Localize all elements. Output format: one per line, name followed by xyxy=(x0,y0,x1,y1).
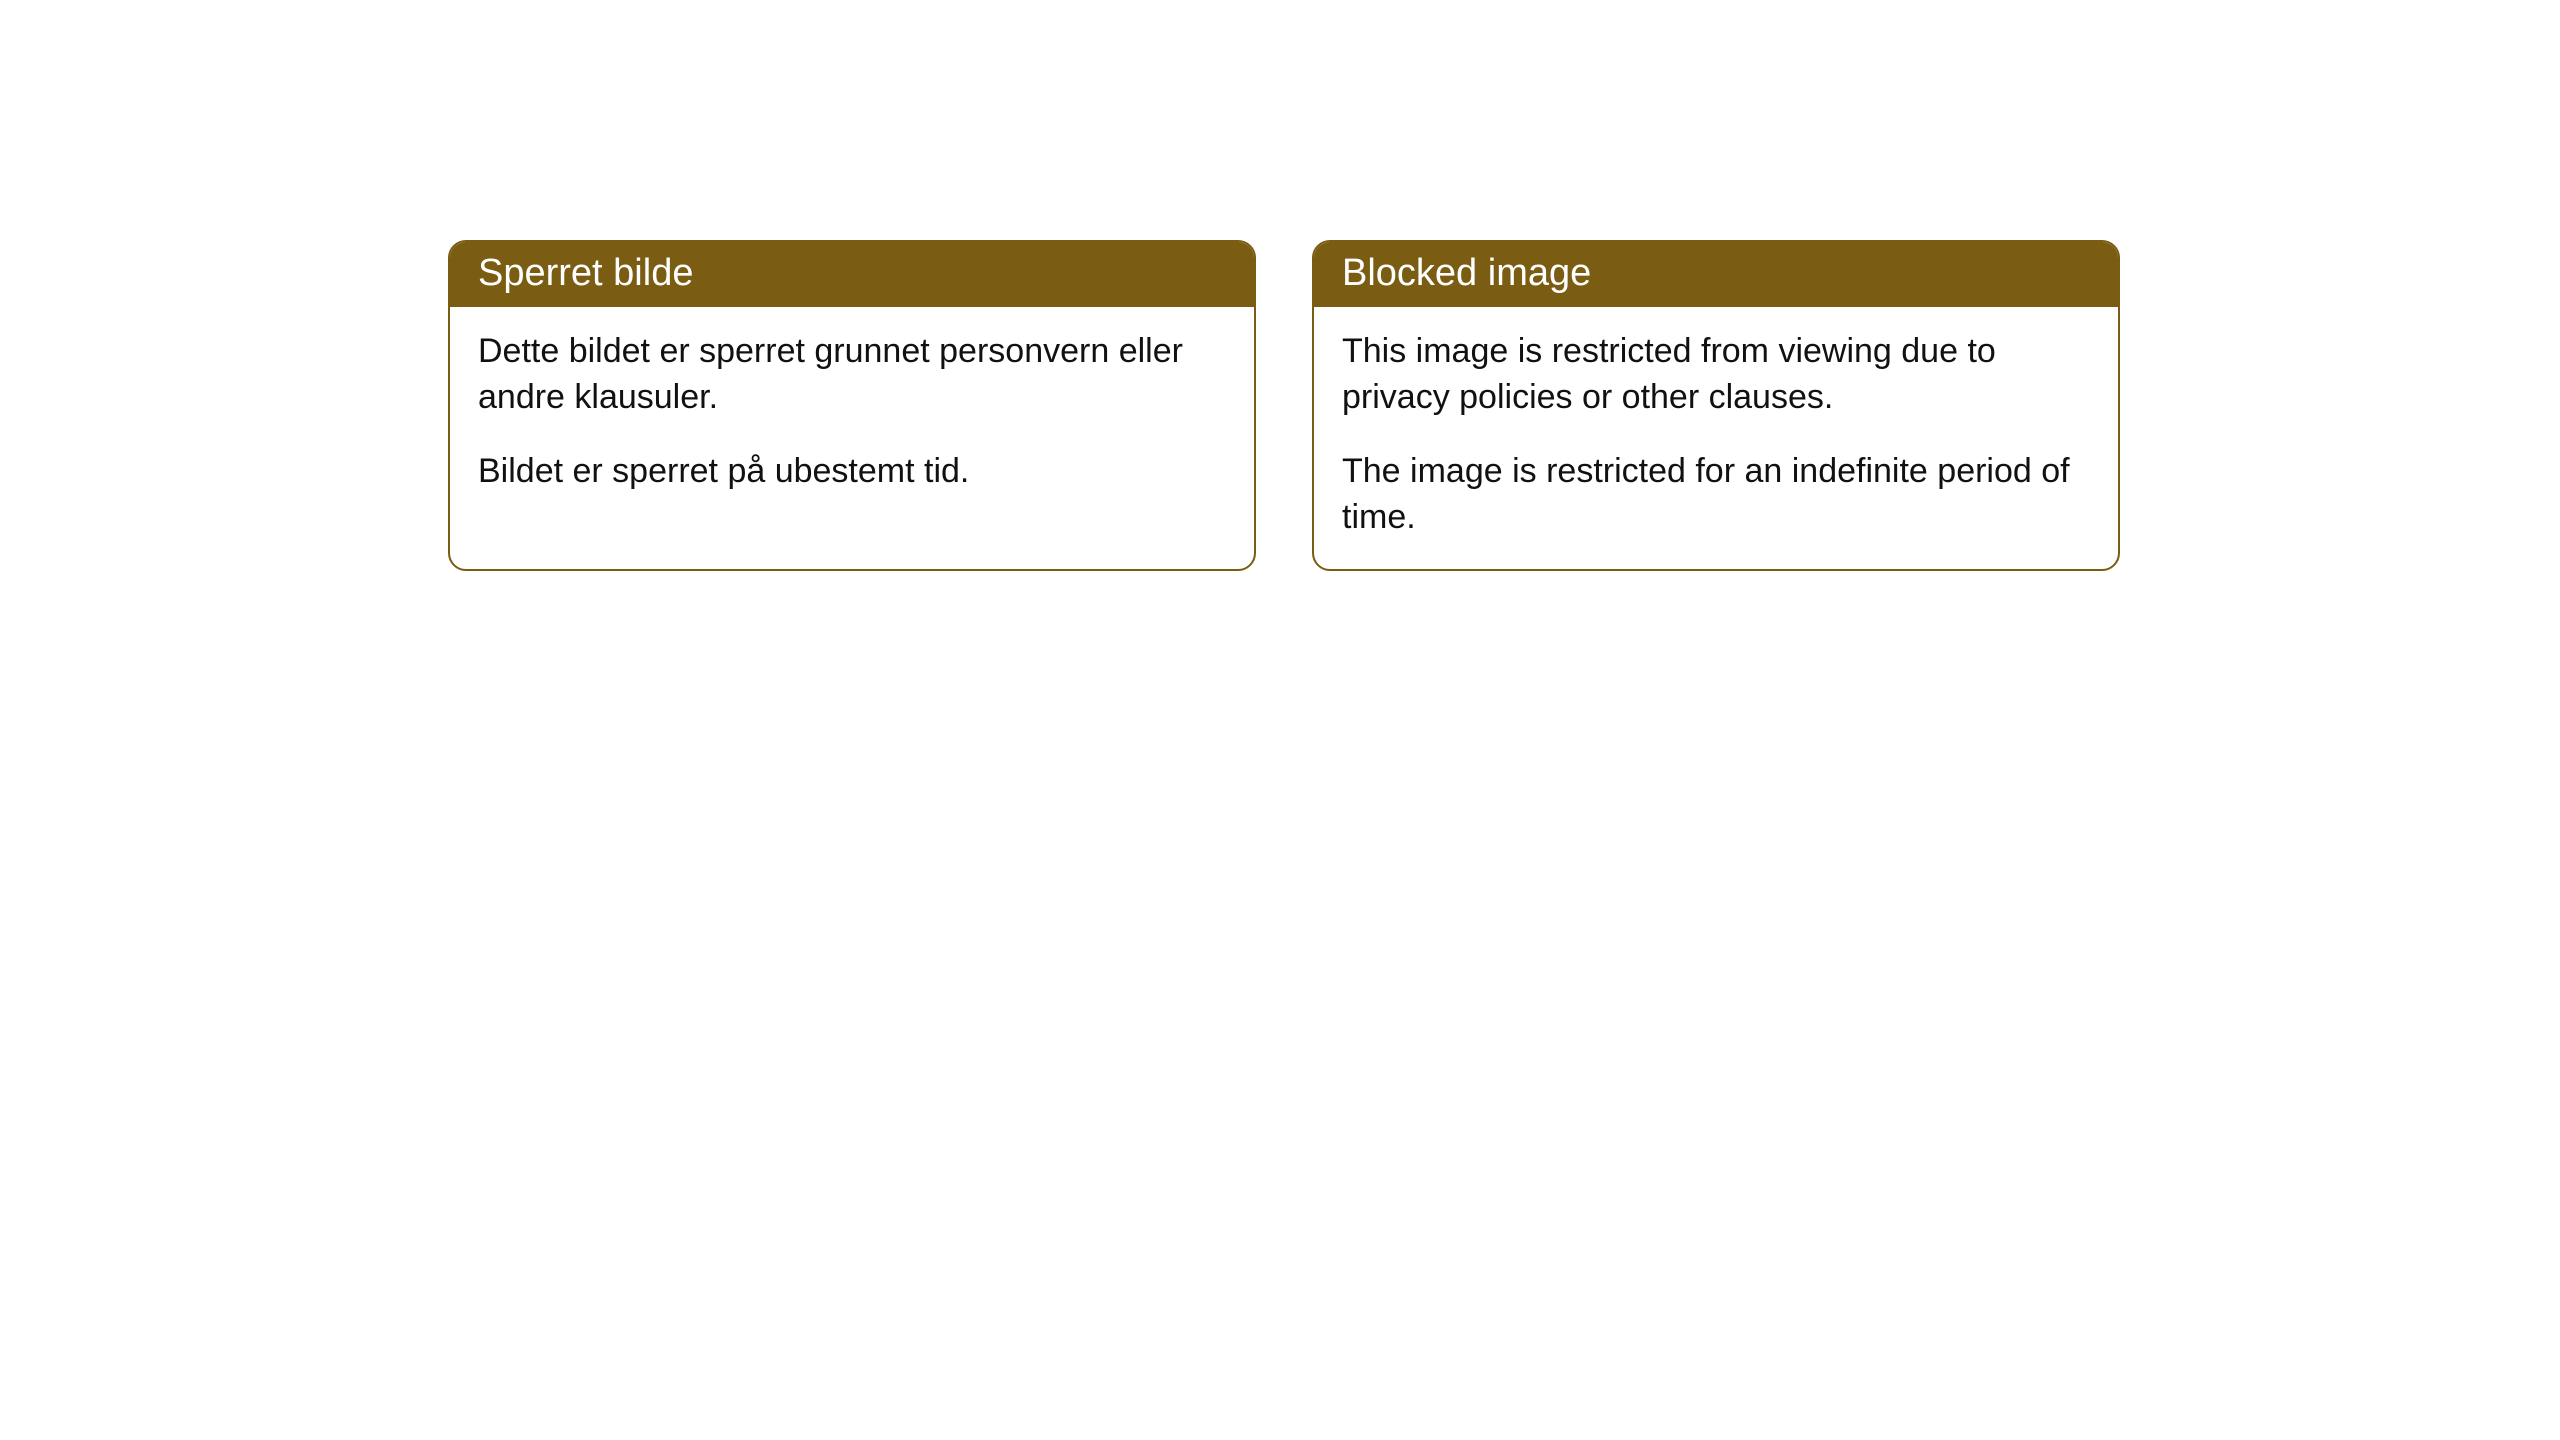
card-norwegian: Sperret bilde Dette bildet er sperret gr… xyxy=(448,240,1256,571)
card-header-english: Blocked image xyxy=(1314,242,2118,307)
card-english: Blocked image This image is restricted f… xyxy=(1312,240,2120,571)
cards-container: Sperret bilde Dette bildet er sperret gr… xyxy=(448,240,2120,571)
card-paragraph: This image is restricted from viewing du… xyxy=(1342,329,2090,421)
card-header-norwegian: Sperret bilde xyxy=(450,242,1254,307)
card-body-norwegian: Dette bildet er sperret grunnet personve… xyxy=(450,307,1254,523)
card-body-english: This image is restricted from viewing du… xyxy=(1314,307,2118,569)
card-paragraph: Dette bildet er sperret grunnet personve… xyxy=(478,329,1226,421)
card-paragraph: Bildet er sperret på ubestemt tid. xyxy=(478,449,1226,495)
card-paragraph: The image is restricted for an indefinit… xyxy=(1342,449,2090,541)
